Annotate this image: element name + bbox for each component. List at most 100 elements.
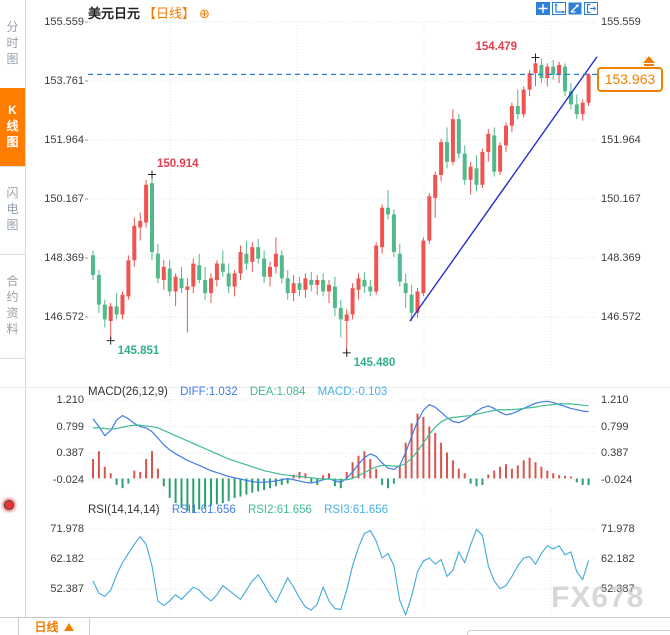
price-annotation: 150.914 <box>157 158 199 171</box>
candle-body <box>238 252 243 274</box>
period-selector-label: 日线 <box>34 620 59 634</box>
candle-body <box>191 263 196 287</box>
macd-histogram-bar <box>428 426 431 479</box>
candle-body <box>108 306 113 322</box>
trend-line[interactable] <box>409 56 598 322</box>
rsi-axis-label-right: 52.387 <box>601 583 635 595</box>
macd-histogram-bar <box>363 451 366 479</box>
macd-histogram-bar <box>121 478 124 489</box>
candle-body <box>563 66 567 92</box>
candle-body <box>214 263 219 280</box>
price-axis-label-left: 148.369 <box>44 252 84 264</box>
macd-histogram-bar <box>546 470 549 479</box>
macd-histogram-bar <box>575 478 578 483</box>
candle-body <box>220 263 225 272</box>
candle-body <box>380 207 385 248</box>
candle-body <box>403 283 408 294</box>
macd-macd-value: MACD:-0.103 <box>317 386 388 398</box>
candle-body <box>179 278 184 289</box>
candle-body <box>521 89 526 115</box>
macd-histogram-bar <box>151 451 153 479</box>
macd-histogram-bar <box>310 478 313 483</box>
price-axis-label-left: 153.761 <box>44 75 84 88</box>
price-axis-label-right: 151.964 <box>601 134 641 146</box>
candle-body <box>433 174 438 198</box>
candle-body <box>155 253 160 279</box>
extreme-cross-marker <box>531 53 540 62</box>
candle-body <box>356 278 361 290</box>
price-axis-label-right: 148.369 <box>601 252 641 264</box>
sidebar-item-3[interactable]: 闪 电 图 <box>0 166 25 255</box>
macd-axis-label-left: -0.024 <box>52 474 84 486</box>
macd-histogram-bar <box>198 478 201 510</box>
candle-body <box>173 276 178 292</box>
macd-axis-label-right: 0.387 <box>601 447 629 460</box>
candle-body <box>492 135 497 172</box>
macd-histogram-bar <box>487 474 490 479</box>
period-selector[interactable]: 日线 <box>18 618 90 635</box>
macd-histogram-bar <box>103 466 106 479</box>
candle-body <box>344 314 349 322</box>
axis-scale-icon[interactable] <box>552 2 566 15</box>
macd-histogram-bar <box>345 471 348 479</box>
price-axis-label-left: 146.572 <box>44 311 84 323</box>
macd-histogram-bar <box>328 473 330 479</box>
candle-body <box>586 74 591 103</box>
macd-histogram-bar <box>451 460 454 479</box>
rsi-settings-icon[interactable] <box>4 500 14 510</box>
macd-histogram-bar <box>505 464 507 479</box>
macd-histogram-bar <box>475 478 478 487</box>
crosshair-icon[interactable] <box>536 2 550 15</box>
macd-histogram-bar <box>564 475 566 479</box>
macd-dea-value: DEA:1.084 <box>249 386 306 398</box>
macd-histogram-bar <box>133 470 136 479</box>
candle-body <box>315 279 320 285</box>
candle-body <box>150 183 154 253</box>
macd-histogram-bar <box>534 462 537 479</box>
macd-histogram-bar <box>522 460 525 479</box>
candle-body <box>445 142 449 162</box>
panel-separator <box>0 387 670 388</box>
candle-body <box>273 253 278 267</box>
macd-histogram-bar <box>156 468 159 479</box>
period-tag: 【日线】 <box>143 6 196 21</box>
candle-body <box>462 153 467 180</box>
candle-body <box>232 273 237 287</box>
macd-histogram-bar <box>528 457 531 479</box>
candle-body <box>321 279 326 292</box>
macd-histogram-bar <box>304 473 307 479</box>
macd-histogram-bar <box>387 478 389 489</box>
rsi-title: RSI(14,14,14) <box>88 504 160 516</box>
macd-histogram-bar <box>540 466 543 479</box>
macd-histogram-bar <box>333 478 336 487</box>
sidebar-item-4[interactable]: 合 约 资 料 <box>0 254 25 359</box>
sidebar-item-1[interactable]: 分 时 图 <box>0 0 25 89</box>
rsi2-value: RSI2:61.656 <box>247 504 312 516</box>
sidebar-item-2[interactable]: K 线 图 <box>0 88 25 167</box>
scroll-to-latest-marker[interactable] <box>643 56 655 66</box>
macd-histogram-bar <box>186 478 189 511</box>
macd-histogram-bar <box>286 478 289 484</box>
price-axis-label-left: 150.167 <box>44 192 84 205</box>
candle-body <box>421 240 426 294</box>
trend-zoom-icon[interactable] <box>568 2 582 15</box>
chart-header: 美元日元 【日线】 ⊕ <box>88 3 210 22</box>
watermark: FX678 <box>551 581 645 614</box>
exit-icon[interactable] <box>584 2 598 15</box>
candle-body <box>386 207 390 215</box>
macd-histogram-bar <box>174 478 177 504</box>
triangle-up-icon <box>63 622 74 631</box>
macd-histogram-bar <box>162 478 165 487</box>
macd-histogram-bar <box>227 478 230 502</box>
macd-histogram-bar <box>434 433 437 479</box>
candle-body <box>203 279 208 294</box>
candle-body <box>309 279 314 285</box>
macd-histogram-bar <box>581 478 584 485</box>
macd-header: MACD(26,12,9) DIFF:1.032 DEA:1.084 MACD:… <box>88 386 387 398</box>
macd-diff-line <box>92 400 589 484</box>
candle-body <box>557 64 562 75</box>
candle-body <box>533 63 538 74</box>
add-indicator-icon[interactable]: ⊕ <box>199 6 210 21</box>
